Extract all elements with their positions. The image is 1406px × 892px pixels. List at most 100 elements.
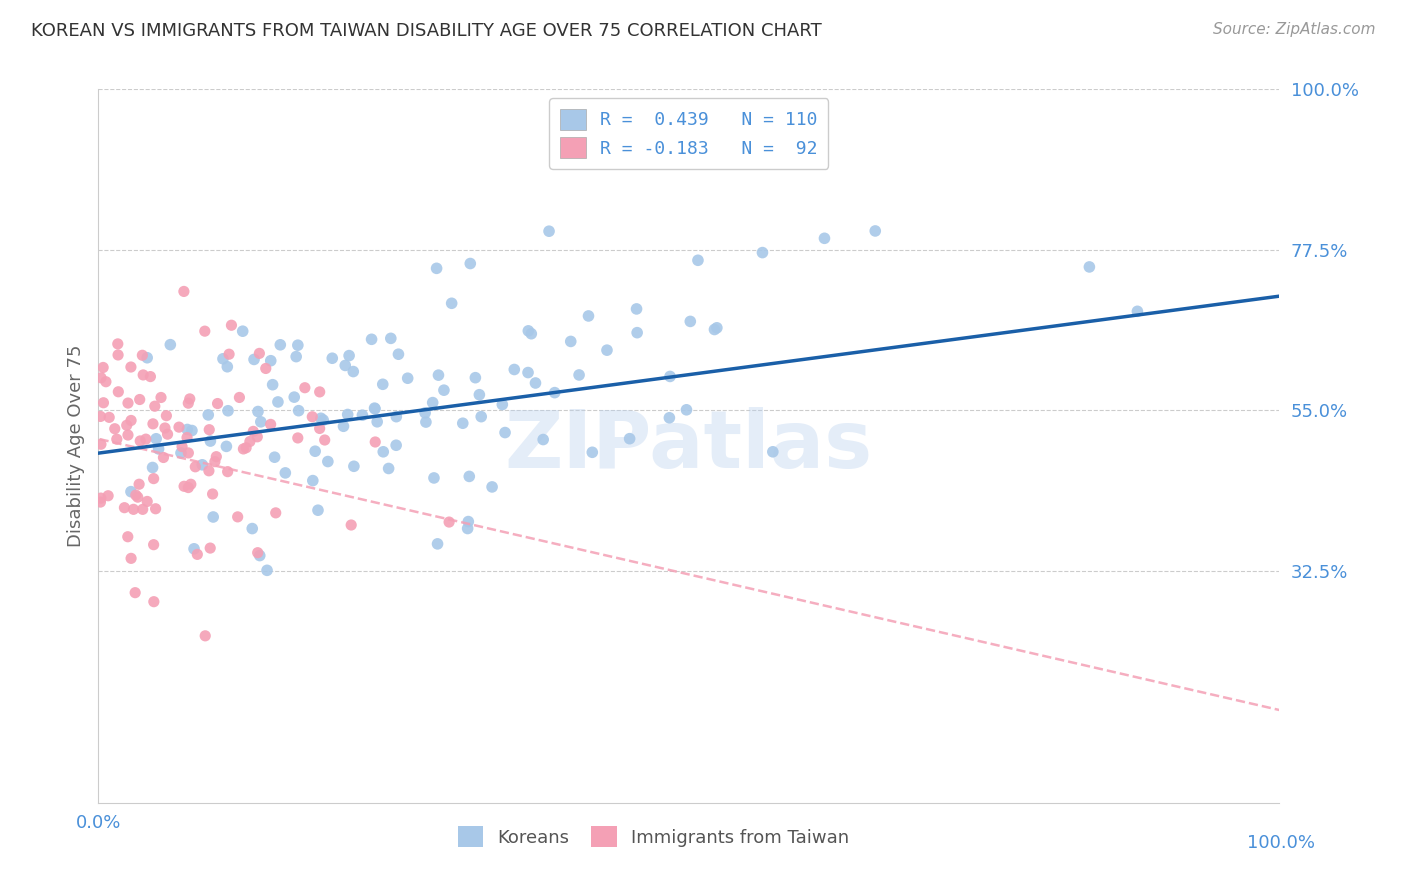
Point	[581, 445, 603, 459]
Point	[659, 369, 682, 384]
Text: Source: ZipAtlas.com: Source: ZipAtlas.com	[1212, 22, 1375, 37]
Point	[544, 385, 567, 400]
Point	[626, 301, 648, 316]
Point	[150, 391, 173, 405]
Point	[578, 309, 600, 323]
Point	[142, 472, 165, 486]
Point	[332, 419, 354, 434]
Point	[364, 435, 387, 450]
Point	[120, 484, 142, 499]
Point	[260, 353, 283, 368]
Point	[342, 365, 364, 379]
Point	[142, 538, 165, 552]
Point	[285, 350, 308, 364]
Point	[360, 332, 382, 346]
Point	[366, 415, 388, 429]
Point	[207, 396, 229, 410]
Point	[107, 384, 129, 399]
Point	[481, 480, 503, 494]
Point	[254, 361, 277, 376]
Point	[97, 489, 120, 503]
Point	[194, 324, 217, 338]
Point	[679, 314, 702, 328]
Point	[517, 324, 540, 338]
Point	[464, 370, 486, 384]
Point	[813, 231, 835, 245]
Point	[287, 431, 309, 445]
Point	[301, 474, 323, 488]
Point	[246, 404, 269, 418]
Point	[239, 434, 262, 449]
Point	[94, 375, 117, 389]
Point	[217, 465, 239, 479]
Point	[274, 466, 297, 480]
Point	[221, 318, 243, 333]
Point	[170, 446, 193, 460]
Point	[115, 418, 138, 433]
Point	[200, 434, 222, 448]
Point	[205, 450, 228, 464]
Point	[336, 408, 359, 422]
Point	[142, 460, 165, 475]
Point	[153, 421, 176, 435]
Point	[228, 391, 250, 405]
Point	[98, 410, 121, 425]
Point	[240, 522, 263, 536]
Point	[177, 481, 200, 495]
Point	[426, 537, 449, 551]
Point	[865, 224, 887, 238]
Point	[91, 360, 114, 375]
Text: ZIPatlas: ZIPatlas	[505, 407, 873, 485]
Point	[183, 541, 205, 556]
Point	[468, 387, 491, 401]
Point	[120, 413, 142, 427]
Point	[142, 595, 165, 609]
Point	[217, 359, 239, 374]
Point	[191, 458, 214, 472]
Point	[256, 563, 278, 577]
Point	[396, 371, 419, 385]
Point	[470, 409, 492, 424]
Point	[117, 530, 139, 544]
Point	[307, 503, 329, 517]
Point	[423, 471, 446, 485]
Point	[524, 376, 547, 390]
Point	[131, 348, 153, 362]
Point	[1126, 304, 1149, 318]
Point	[259, 417, 281, 432]
Point	[232, 324, 254, 338]
Point	[458, 256, 481, 270]
Point	[427, 368, 450, 383]
Point	[762, 444, 785, 458]
Point	[180, 477, 202, 491]
Point	[385, 409, 408, 424]
Point	[120, 359, 142, 374]
Point	[263, 450, 285, 465]
Point	[155, 409, 177, 423]
Point	[198, 464, 221, 478]
Point	[186, 547, 208, 561]
Point	[89, 409, 111, 424]
Point	[308, 421, 330, 435]
Point	[308, 384, 330, 399]
Point	[619, 432, 641, 446]
Point	[212, 351, 235, 366]
Point	[131, 502, 153, 516]
Point	[226, 509, 249, 524]
Point	[494, 425, 516, 440]
Point	[343, 459, 366, 474]
Point	[173, 285, 195, 299]
Point	[596, 343, 619, 358]
Point	[90, 437, 112, 451]
Point	[142, 417, 165, 431]
Point	[194, 629, 217, 643]
Point	[148, 442, 170, 456]
Point	[335, 359, 357, 373]
Point	[246, 546, 269, 560]
Point	[243, 352, 266, 367]
Point	[531, 433, 554, 447]
Point	[129, 434, 152, 448]
Point	[107, 337, 129, 351]
Point	[247, 346, 270, 360]
Point	[89, 495, 111, 509]
